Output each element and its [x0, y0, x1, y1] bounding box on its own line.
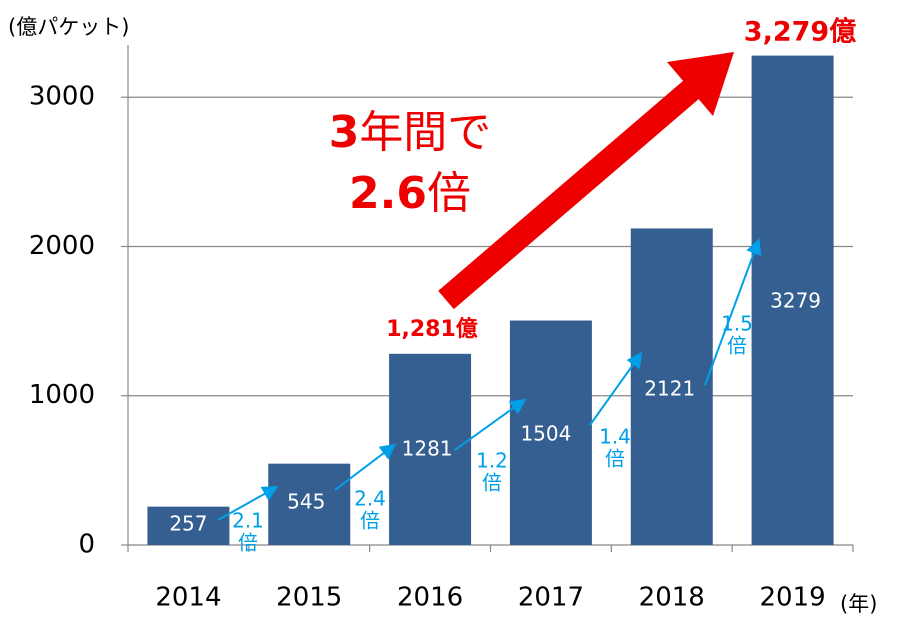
- x-tick-label: 2017: [518, 583, 584, 613]
- x-tick-label: 2019: [759, 583, 825, 613]
- bar: [509, 320, 592, 545]
- value-label: 1504: [520, 422, 571, 446]
- growth-arrow: [454, 398, 527, 451]
- headline-number: 3: [329, 107, 360, 158]
- bar: [751, 55, 834, 545]
- callout: 1,281億: [386, 316, 478, 342]
- value-label: 1281: [402, 437, 453, 461]
- headline-text: 年間で: [359, 107, 491, 158]
- growth-label: 2.1: [232, 509, 264, 533]
- x-tick-label: 2016: [397, 583, 463, 613]
- growth-label: 2.4: [354, 487, 386, 511]
- x-tick-label: 2015: [276, 583, 342, 613]
- y-tick-label: 1000: [29, 380, 95, 410]
- x-axis-label: (年): [840, 592, 877, 616]
- headline: 3年間で: [329, 107, 492, 158]
- value-label: 2121: [644, 377, 695, 401]
- y-tick-label: 3000: [29, 82, 95, 112]
- y-axis-label: (億パケット): [8, 15, 129, 39]
- growth-label: 1.4: [599, 425, 631, 449]
- trend-arrow-shaft: [438, 79, 700, 310]
- y-tick-label: 2000: [29, 231, 95, 261]
- bar: [630, 228, 713, 545]
- x-tick-label: 2018: [639, 583, 705, 613]
- growth-label: 1.5: [721, 312, 753, 336]
- growth-arrow: [334, 443, 397, 491]
- growth-arrow: [704, 238, 762, 386]
- callout: 3,279億: [744, 17, 856, 48]
- headline-number: 2.6: [349, 168, 427, 219]
- x-tick-label: 2014: [155, 583, 221, 613]
- growth-arrow: [217, 486, 279, 521]
- growth-label: 1.2: [476, 449, 508, 473]
- value-label: 257: [169, 512, 207, 536]
- bar: [268, 463, 351, 545]
- value-label: 545: [287, 490, 325, 514]
- headline-text: 倍: [427, 168, 471, 219]
- bar: [147, 506, 230, 545]
- growth-unit: 倍: [238, 531, 258, 555]
- growth-unit: 倍: [727, 334, 747, 358]
- growth-unit: 倍: [482, 471, 502, 495]
- headline: 2.6倍: [349, 168, 471, 219]
- growth-unit: 倍: [360, 509, 380, 533]
- growth-arrow: [589, 351, 643, 426]
- value-label: 3279: [770, 289, 821, 313]
- trend-arrow-head: [667, 52, 734, 116]
- growth-unit: 倍: [605, 447, 625, 471]
- y-tick-label: 0: [78, 530, 95, 560]
